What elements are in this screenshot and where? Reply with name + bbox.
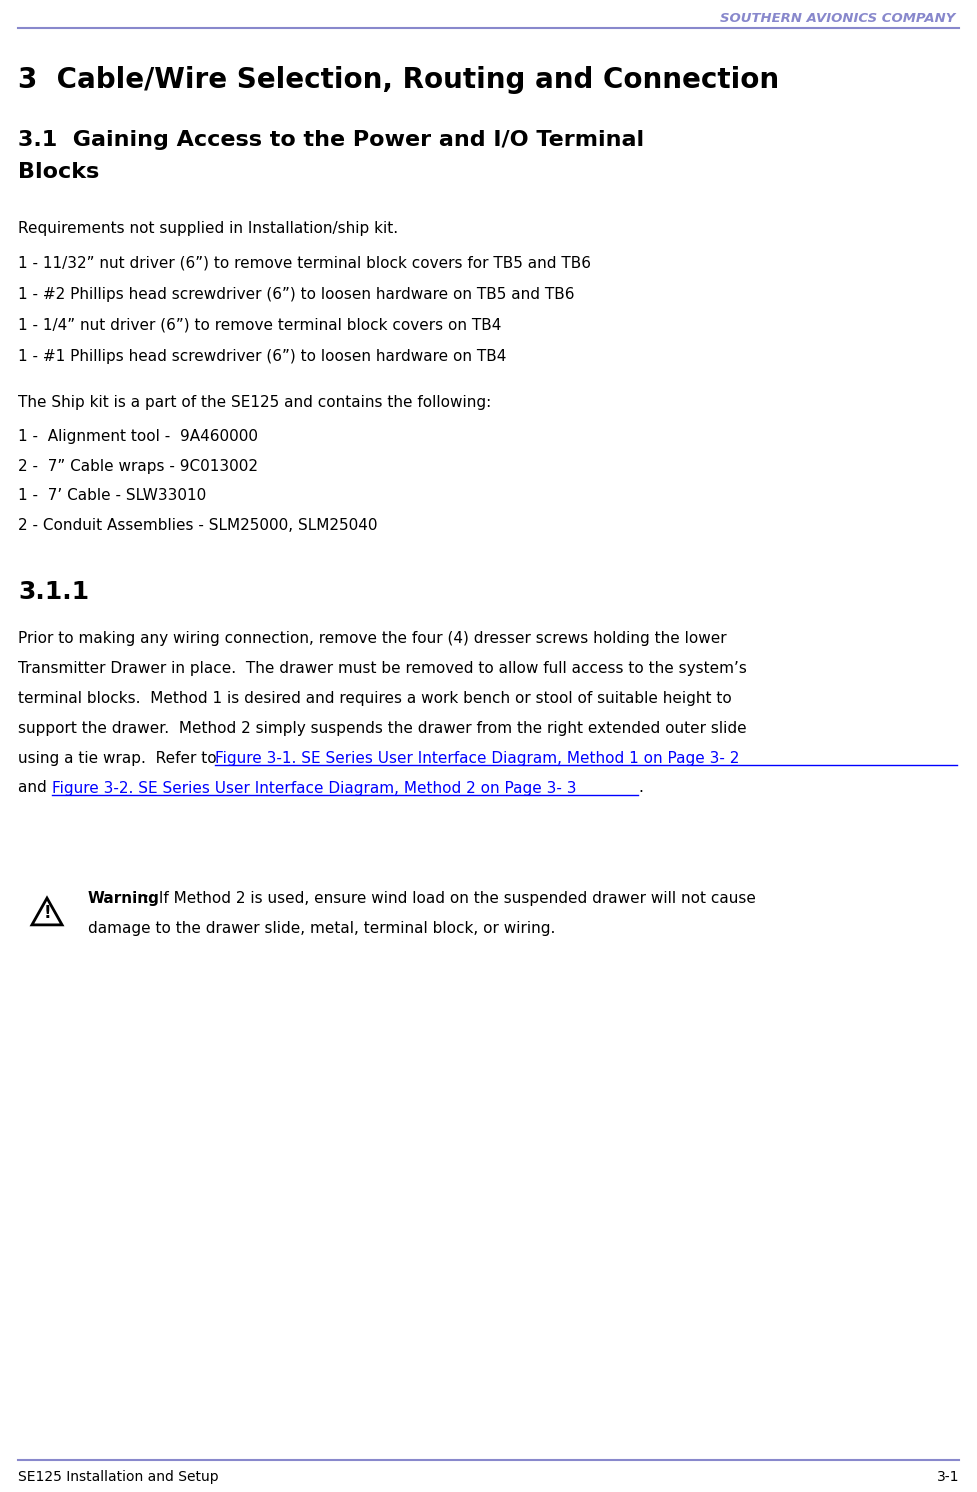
Text: Figure 3-2. SE Series User Interface Diagram, Method 2 on Page 3- 3: Figure 3-2. SE Series User Interface Dia… (52, 780, 576, 795)
Text: 1 - #2 Phillips head screwdriver (6”) to loosen hardware on TB5 and TB6: 1 - #2 Phillips head screwdriver (6”) to… (18, 286, 574, 301)
Text: 1 - #1 Phillips head screwdriver (6”) to loosen hardware on TB4: 1 - #1 Phillips head screwdriver (6”) to… (18, 349, 506, 364)
Text: The Ship kit is a part of the SE125 and contains the following:: The Ship kit is a part of the SE125 and … (18, 394, 491, 409)
Text: 2 -  7” Cable wraps - 9C013002: 2 - 7” Cable wraps - 9C013002 (18, 458, 258, 473)
Text: 3.1.1: 3.1.1 (18, 580, 89, 604)
Text: SE125 Installation and Setup: SE125 Installation and Setup (18, 1470, 219, 1485)
Text: Blocks: Blocks (18, 163, 100, 182)
Text: 1 -  7’ Cable - SLW33010: 1 - 7’ Cable - SLW33010 (18, 488, 206, 503)
Text: 3.1  Gaining Access to the Power and I/O Terminal: 3.1 Gaining Access to the Power and I/O … (18, 130, 644, 151)
Text: 3-1: 3-1 (937, 1470, 959, 1485)
Text: 1 - 1/4” nut driver (6”) to remove terminal block covers on TB4: 1 - 1/4” nut driver (6”) to remove termi… (18, 318, 501, 333)
Text: Warning: Warning (88, 892, 160, 907)
Text: Prior to making any wiring connection, remove the four (4) dresser screws holdin: Prior to making any wiring connection, r… (18, 631, 727, 646)
Text: .: . (638, 780, 643, 795)
Text: :  If Method 2 is used, ensure wind load on the suspended drawer will not cause: : If Method 2 is used, ensure wind load … (144, 892, 756, 907)
Text: 1 -  Alignment tool -  9A460000: 1 - Alignment tool - 9A460000 (18, 428, 258, 443)
Text: Requirements not supplied in Installation/ship kit.: Requirements not supplied in Installatio… (18, 221, 398, 236)
Text: SOUTHERN AVIONICS COMPANY: SOUTHERN AVIONICS COMPANY (720, 12, 955, 24)
Text: damage to the drawer slide, metal, terminal block, or wiring.: damage to the drawer slide, metal, termi… (88, 922, 555, 937)
Text: Figure 3-1. SE Series User Interface Diagram, Method 1 on Page 3- 2: Figure 3-1. SE Series User Interface Dia… (215, 750, 740, 765)
Text: terminal blocks.  Method 1 is desired and requires a work bench or stool of suit: terminal blocks. Method 1 is desired and… (18, 691, 732, 706)
Text: 2 - Conduit Assemblies - SLM25000, SLM25040: 2 - Conduit Assemblies - SLM25000, SLM25… (18, 519, 377, 534)
Text: Transmitter Drawer in place.  The drawer must be removed to allow full access to: Transmitter Drawer in place. The drawer … (18, 661, 746, 676)
Text: support the drawer.  Method 2 simply suspends the drawer from the right extended: support the drawer. Method 2 simply susp… (18, 721, 746, 736)
Text: !: ! (43, 904, 51, 922)
Text: and: and (18, 780, 52, 795)
Text: 3  Cable/Wire Selection, Routing and Connection: 3 Cable/Wire Selection, Routing and Conn… (18, 66, 779, 94)
Text: 1 - 11/32” nut driver (6”) to remove terminal block covers for TB5 and TB6: 1 - 11/32” nut driver (6”) to remove ter… (18, 255, 591, 270)
Text: using a tie wrap.  Refer to: using a tie wrap. Refer to (18, 750, 222, 765)
